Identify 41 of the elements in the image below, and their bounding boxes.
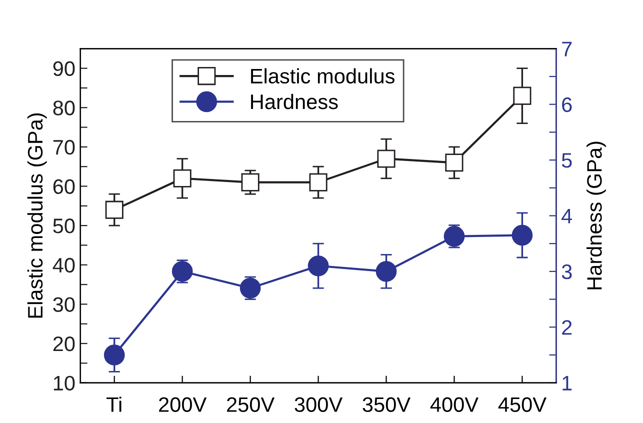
y-tick-label: 60 <box>53 179 75 194</box>
y2-tick-label: 6 <box>562 97 572 112</box>
y-axis-title: Elastic modulus (GPa) <box>27 113 47 318</box>
x-tick-label: 400V <box>430 397 478 412</box>
y2-tick-label: 1 <box>562 376 572 390</box>
y2-axis-title: Hardness (GPa) <box>586 142 606 290</box>
legend-label: Elastic modulus <box>251 68 394 84</box>
point <box>444 226 465 247</box>
x-tick-label: Ti <box>106 396 122 412</box>
point <box>309 173 328 192</box>
point <box>377 150 396 168</box>
y-tick-label: 10 <box>54 376 75 391</box>
point <box>241 173 260 192</box>
point <box>173 169 192 188</box>
point <box>104 344 125 366</box>
y-tick-label: 80 <box>53 100 75 116</box>
y2-tick-label: 4 <box>562 208 572 224</box>
y-tick-label: 20 <box>53 336 75 352</box>
point <box>308 255 329 276</box>
point <box>240 278 261 299</box>
y-tick-label: 50 <box>53 218 75 234</box>
point <box>105 200 124 219</box>
y-tick-label: 40 <box>52 258 75 273</box>
y-tick-label: 90 <box>53 61 75 76</box>
y2-tick-label: 3 <box>562 264 572 280</box>
x-tick-label: 200V <box>159 397 207 412</box>
x-tick-label: 250V <box>227 397 275 412</box>
y2-tick-label: 5 <box>562 153 572 168</box>
legend-label: Hardness <box>251 94 338 110</box>
y2-tick-label: 7 <box>562 42 572 56</box>
x-tick-label: 300V <box>294 397 343 412</box>
point <box>513 86 532 105</box>
y-tick-label: 70 <box>53 140 75 155</box>
x-tick-label: 450V <box>498 397 546 412</box>
point <box>445 154 464 172</box>
point <box>172 261 193 282</box>
point <box>376 261 397 282</box>
x-tick-label: 350V <box>362 397 410 412</box>
y2-tick-label: 2 <box>562 320 572 335</box>
point <box>512 224 533 246</box>
y-tick-label: 30 <box>53 297 75 312</box>
